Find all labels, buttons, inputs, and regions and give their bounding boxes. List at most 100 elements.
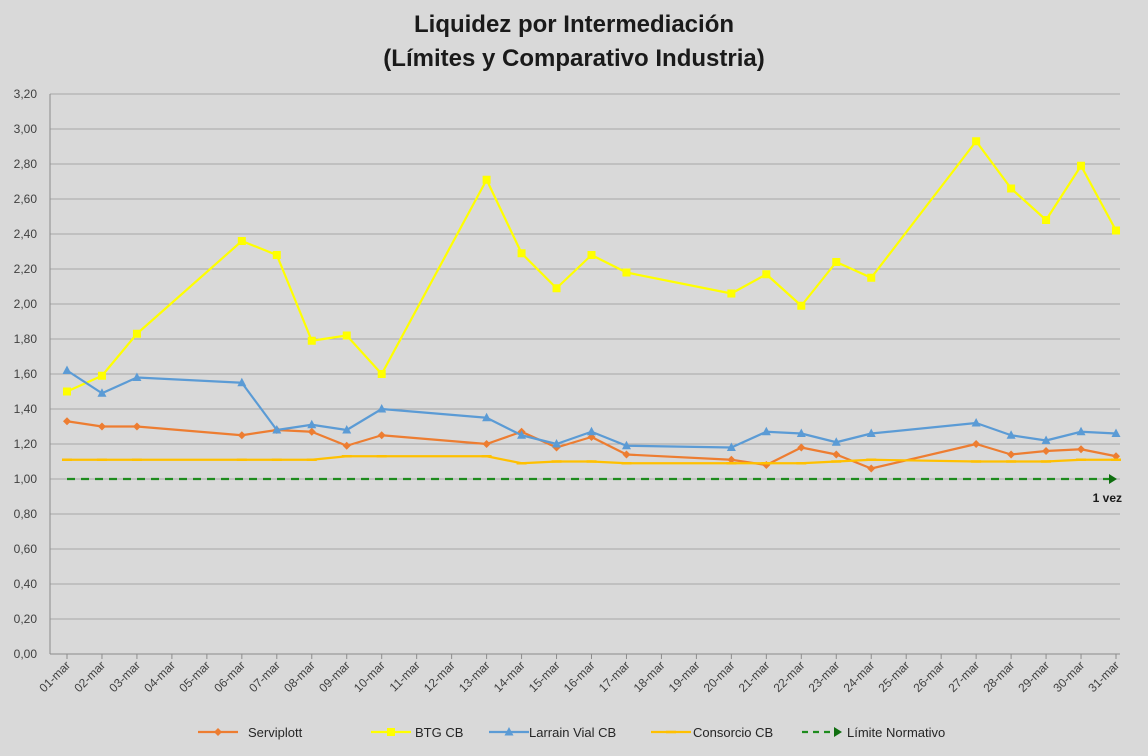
data-point bbox=[972, 440, 980, 448]
x-tick-label: 18-mar bbox=[631, 658, 668, 695]
legend-label: Consorcio CB bbox=[693, 725, 773, 740]
x-tick-label: 08-mar bbox=[281, 658, 318, 695]
x-tick-label: 31-mar bbox=[1085, 658, 1122, 695]
x-tick-label: 23-mar bbox=[806, 658, 843, 695]
x-tick-label: 10-mar bbox=[351, 658, 388, 695]
data-point bbox=[98, 372, 106, 380]
legend-marker bbox=[214, 728, 222, 736]
y-tick-label: 2,00 bbox=[14, 297, 38, 311]
y-tick-label: 2,80 bbox=[14, 157, 38, 171]
x-axis: 01-mar02-mar03-mar04-mar05-mar06-mar07-m… bbox=[36, 654, 1122, 695]
data-point bbox=[1007, 451, 1015, 459]
legend: Serviplott BTG CB Larrain Vial CB Consorcio… bbox=[198, 725, 945, 740]
data-point bbox=[518, 249, 526, 257]
data-point bbox=[832, 451, 840, 459]
y-axis: 0,00 0,20 0,40 0,60 0,80 1,00 1,20 1,40 1,60 1,80… bbox=[14, 87, 50, 661]
y-tick-label: 1,20 bbox=[14, 437, 38, 451]
data-point bbox=[63, 388, 71, 396]
data-point bbox=[133, 330, 141, 338]
data-point bbox=[98, 423, 106, 431]
data-point bbox=[727, 290, 735, 298]
y-tick-label: 2,60 bbox=[14, 192, 38, 206]
data-point bbox=[343, 442, 351, 450]
data-point bbox=[483, 176, 491, 184]
reference-label: 1 vez bbox=[1093, 491, 1122, 505]
data-point bbox=[1042, 216, 1050, 224]
x-tick-label: 20-mar bbox=[701, 658, 738, 695]
y-tick-label: 1,00 bbox=[14, 472, 38, 486]
data-point bbox=[238, 431, 246, 439]
grid-lines bbox=[50, 94, 1120, 654]
legend-label: Serviplott bbox=[248, 725, 303, 740]
x-tick-label: 30-mar bbox=[1050, 658, 1087, 695]
y-tick-label: 0,80 bbox=[14, 507, 38, 521]
y-tick-label: 3,00 bbox=[14, 122, 38, 136]
y-tick-label: 0,20 bbox=[14, 612, 38, 626]
y-tick-label: 1,80 bbox=[14, 332, 38, 346]
data-point bbox=[273, 251, 281, 259]
data-point bbox=[762, 270, 770, 278]
x-tick-label: 19-mar bbox=[666, 658, 703, 695]
legend-item: Límite Normativo bbox=[802, 725, 945, 740]
legend-marker bbox=[387, 728, 395, 736]
x-tick-label: 16-mar bbox=[561, 658, 598, 695]
series-line bbox=[67, 141, 1116, 391]
data-point bbox=[238, 237, 246, 245]
data-point bbox=[1007, 185, 1015, 193]
x-tick-label: 04-mar bbox=[141, 658, 178, 695]
y-tick-label: 0,00 bbox=[14, 647, 38, 661]
x-tick-label: 22-mar bbox=[771, 658, 808, 695]
data-point bbox=[133, 423, 141, 431]
data-point bbox=[483, 440, 491, 448]
y-tick-label: 0,40 bbox=[14, 577, 38, 591]
data-point bbox=[553, 284, 561, 292]
data-point bbox=[622, 269, 630, 277]
x-tick-label: 29-mar bbox=[1015, 658, 1052, 695]
data-point bbox=[867, 274, 875, 282]
legend-label: Límite Normativo bbox=[847, 725, 945, 740]
y-tick-label: 3,20 bbox=[14, 87, 38, 101]
data-point bbox=[343, 332, 351, 340]
x-tick-label: 26-mar bbox=[911, 658, 948, 695]
legend-arrow bbox=[834, 727, 842, 737]
y-tick-label: 0,60 bbox=[14, 542, 38, 556]
x-tick-label: 15-mar bbox=[526, 658, 563, 695]
data-point bbox=[378, 431, 386, 439]
x-tick-label: 24-mar bbox=[841, 658, 878, 695]
legend-label: BTG CB bbox=[415, 725, 463, 740]
data-point bbox=[63, 366, 72, 375]
y-tick-label: 1,60 bbox=[14, 367, 38, 381]
x-tick-label: 05-mar bbox=[176, 658, 213, 695]
data-point bbox=[867, 465, 875, 473]
data-point bbox=[972, 137, 980, 145]
x-tick-label: 07-mar bbox=[246, 658, 283, 695]
legend-item: Serviplott bbox=[198, 725, 303, 740]
x-tick-label: 27-mar bbox=[945, 658, 982, 695]
x-tick-label: 11-mar bbox=[387, 658, 423, 694]
data-point bbox=[308, 428, 316, 436]
series-lines bbox=[62, 137, 1121, 472]
y-tick-label: 2,40 bbox=[14, 227, 38, 241]
data-point bbox=[307, 420, 316, 429]
x-tick-label: 02-mar bbox=[71, 658, 108, 695]
data-point bbox=[1112, 227, 1120, 235]
series-consorcio-cb bbox=[62, 456, 1121, 463]
x-tick-label: 14-mar bbox=[491, 658, 528, 695]
data-point bbox=[63, 417, 71, 425]
y-tick-label: 1,40 bbox=[14, 402, 38, 416]
data-point bbox=[588, 251, 596, 259]
data-point bbox=[587, 427, 596, 436]
data-point bbox=[622, 451, 630, 459]
x-tick-label: 28-mar bbox=[980, 658, 1017, 695]
legend-item: BTG CB bbox=[371, 725, 463, 740]
legend-item: Larrain Vial CB bbox=[489, 725, 616, 740]
data-point bbox=[832, 258, 840, 266]
x-tick-label: 25-mar bbox=[876, 658, 913, 695]
x-tick-label: 03-mar bbox=[106, 658, 143, 695]
x-tick-label: 06-mar bbox=[211, 658, 248, 695]
legend-item: Consorcio CB bbox=[651, 725, 773, 740]
data-point bbox=[1077, 445, 1085, 453]
x-tick-label: 09-mar bbox=[316, 658, 353, 695]
